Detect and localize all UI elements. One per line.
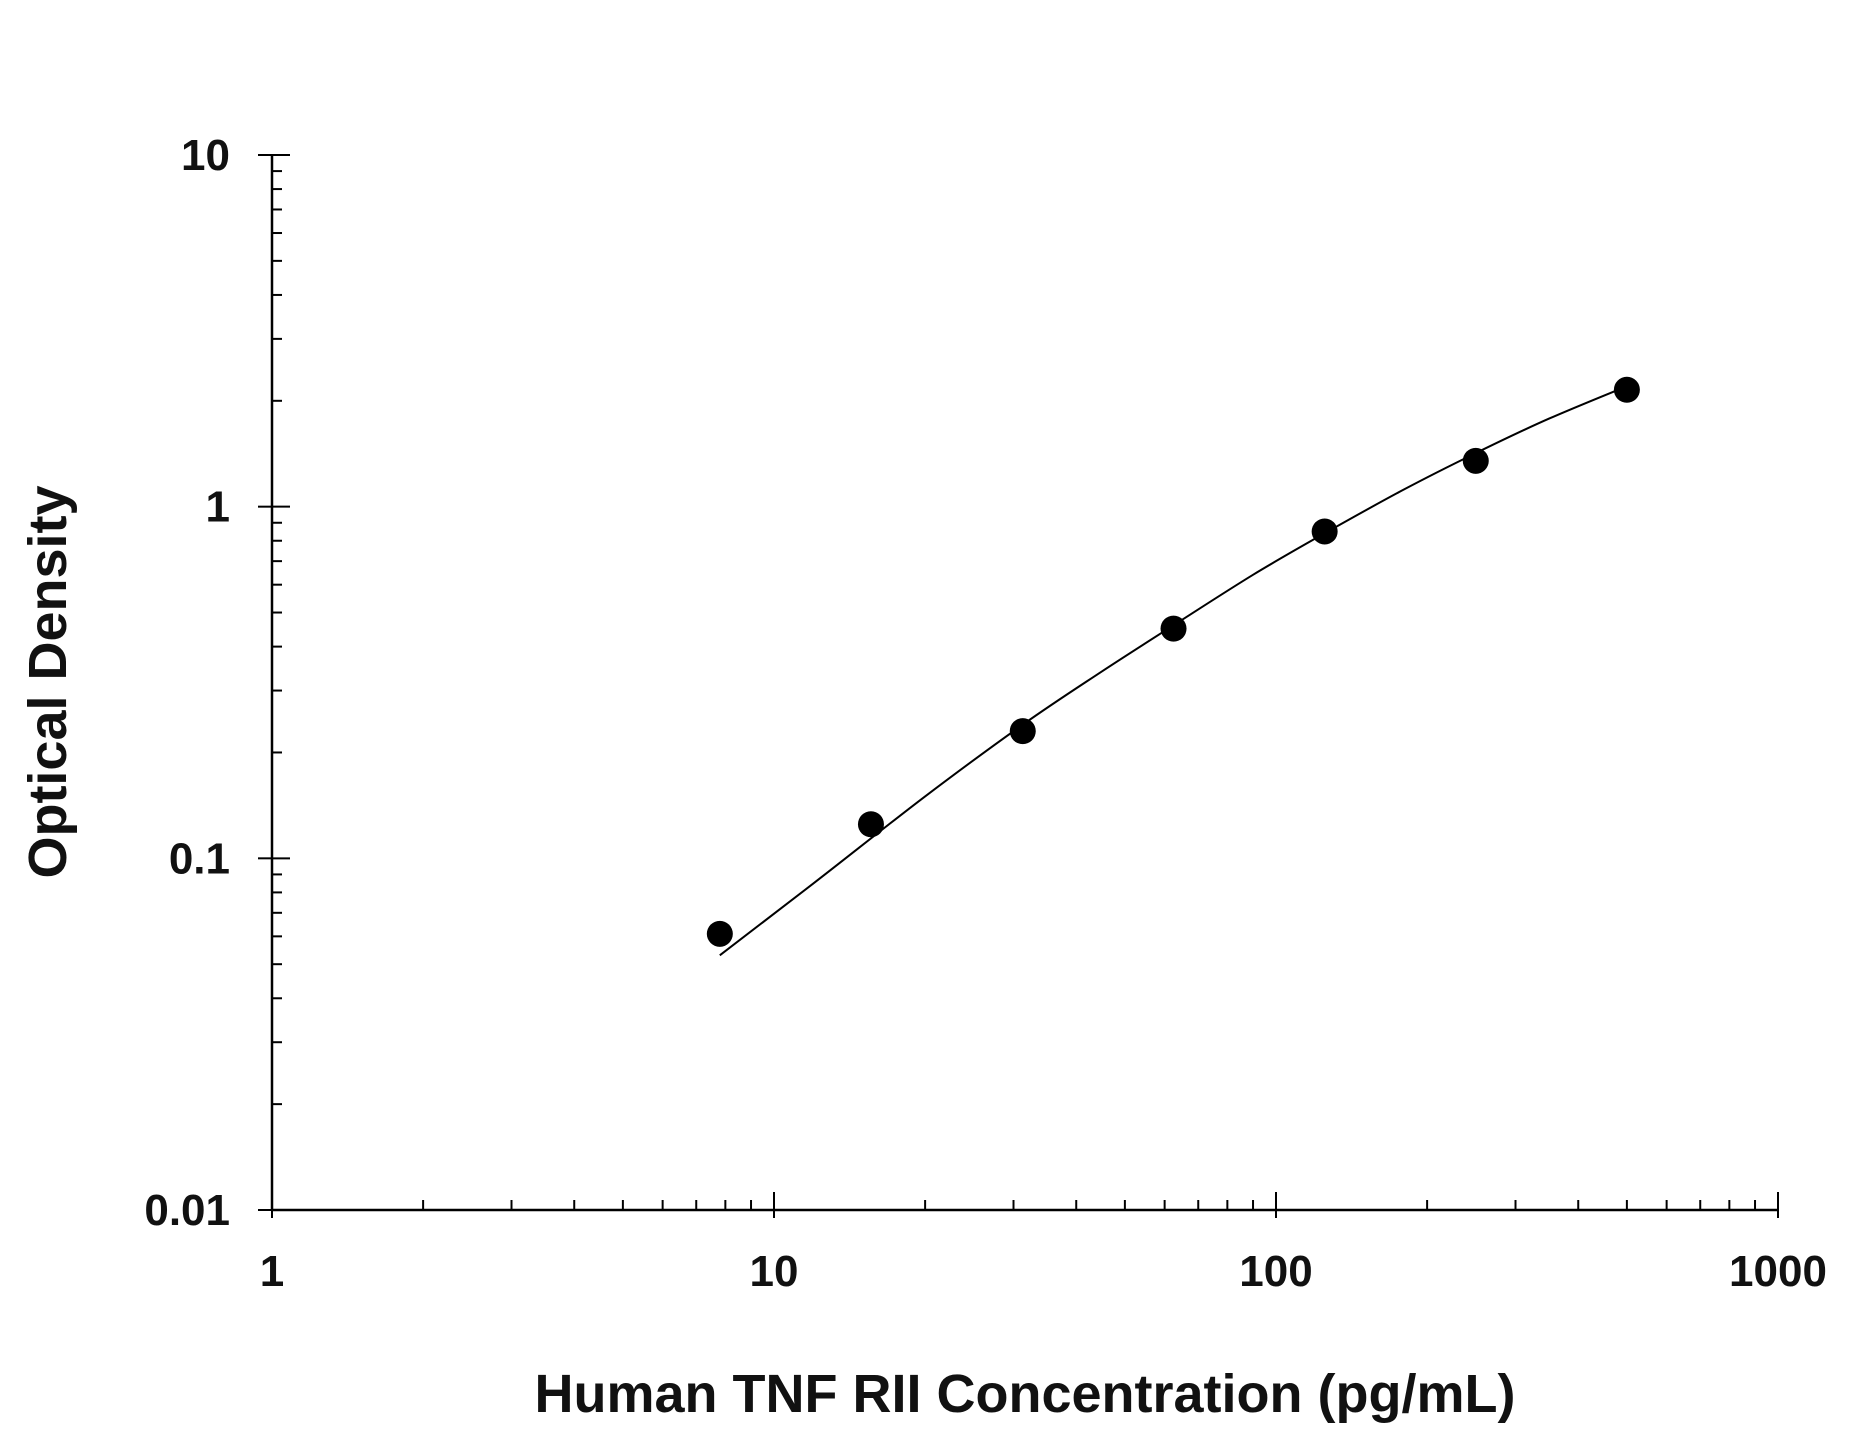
data-points	[706, 376, 1640, 947]
y-axis-title: Optical Density	[18, 485, 78, 878]
y-axis-ticks	[258, 154, 290, 1211]
fit-curve	[719, 385, 1628, 957]
y-tick-label: 0.1	[169, 834, 230, 883]
y-tick-label: 1	[206, 483, 230, 532]
x-axis-title: Human TNF RII Concentration (pg/mL)	[535, 1364, 1516, 1424]
data-point	[1462, 447, 1489, 474]
y-axis-tick-labels: 0.01 0.1 1 10	[144, 131, 230, 1235]
x-tick-label: 10	[750, 1247, 799, 1296]
data-point	[1160, 615, 1187, 642]
data-point	[1009, 718, 1036, 745]
data-point	[1311, 518, 1338, 545]
x-axis-tick-labels: 1 10 100 1000	[260, 1247, 1827, 1296]
x-tick-label: 100	[1239, 1247, 1312, 1296]
data-point	[1613, 376, 1640, 403]
data-point	[706, 920, 733, 947]
y-tick-label: 10	[181, 131, 230, 180]
x-tick-label: 1000	[1729, 1247, 1827, 1296]
x-axis-ticks	[271, 1192, 1779, 1218]
y-tick-label: 0.01	[144, 1186, 230, 1235]
plot-area: 1 10 100 1000 0.01 0.1 1 10	[144, 131, 1827, 1296]
x-tick-label: 1	[260, 1247, 284, 1296]
data-point	[857, 811, 884, 838]
